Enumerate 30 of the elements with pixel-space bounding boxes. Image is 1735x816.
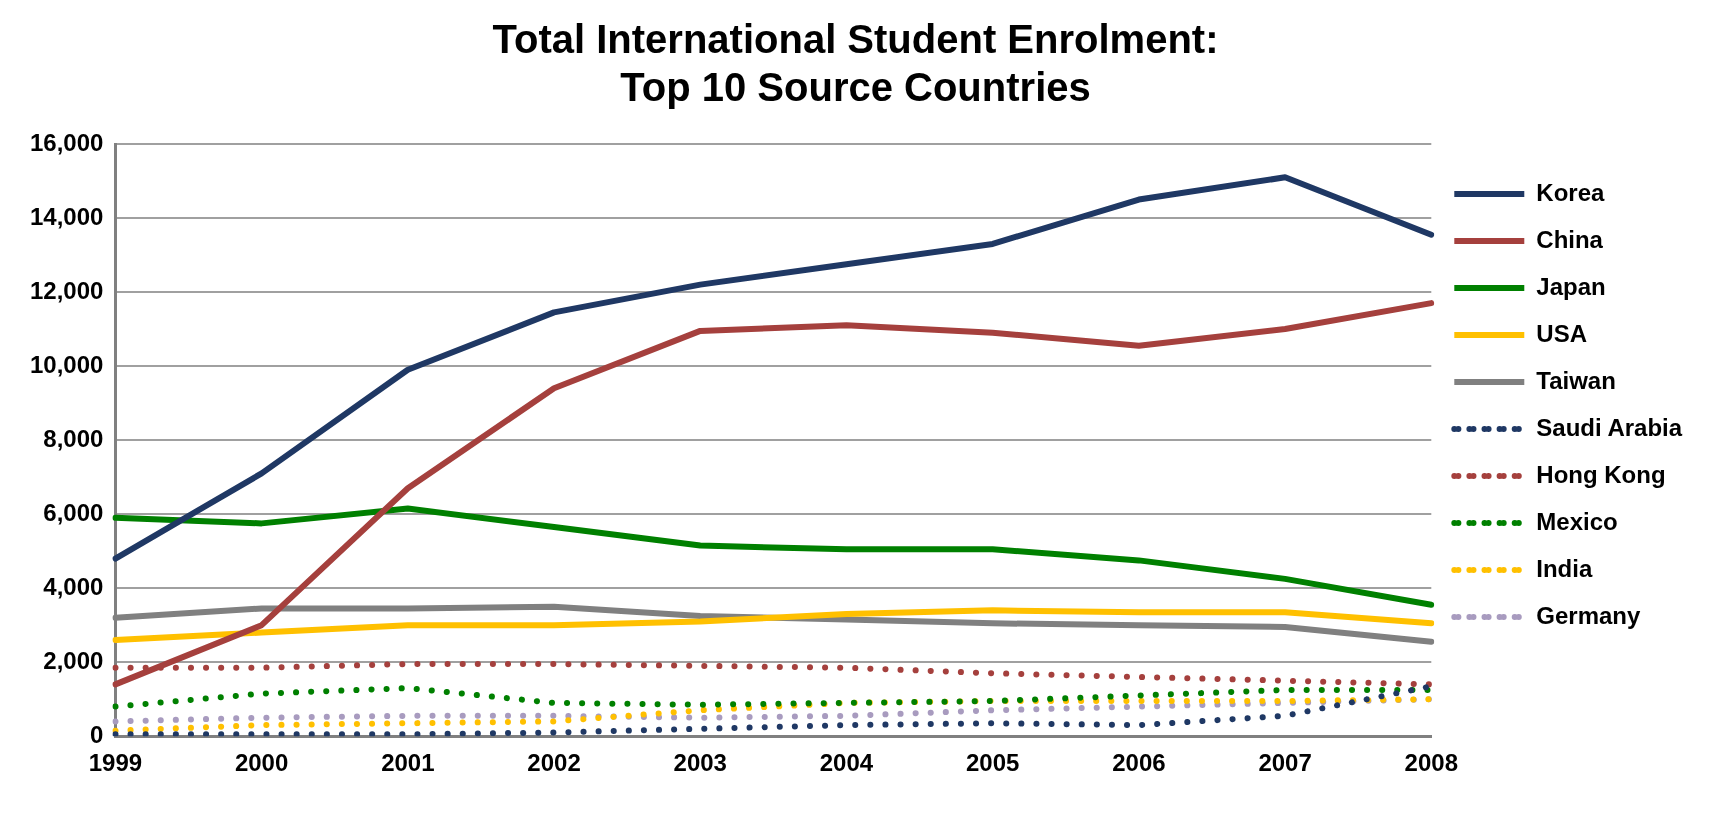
- y-tick-label: 4,000: [43, 572, 104, 600]
- chart-title: Total International Student Enrolment: Top 10 Source Countries: [492, 17, 1219, 110]
- y-tick-label: 6,000: [43, 498, 104, 526]
- legend-label: Mexico: [1536, 507, 1618, 535]
- x-tick-label: 2005: [965, 749, 1020, 777]
- legend-label: Taiwan: [1536, 366, 1616, 394]
- legend-label: Germany: [1536, 601, 1641, 629]
- y-tick-label: 8,000: [43, 424, 104, 452]
- legend-label: India: [1536, 554, 1593, 582]
- x-tick-label: 2000: [234, 749, 289, 777]
- y-tick-label: 14,000: [30, 202, 104, 230]
- legend-label: Saudi Arabia: [1536, 413, 1683, 441]
- legend-label: Korea: [1536, 178, 1605, 206]
- x-tick-label: 1999: [88, 749, 143, 777]
- x-tick-label: 2001: [381, 749, 435, 777]
- x-tick-label: 2002: [527, 749, 581, 777]
- x-tick-label: 2007: [1258, 749, 1312, 777]
- y-tick-label: 16,000: [30, 128, 104, 156]
- y-tick-label: 10,000: [30, 350, 104, 378]
- y-tick-label: 12,000: [30, 276, 104, 304]
- x-tick-label: 2008: [1404, 749, 1458, 777]
- x-tick-label: 2003: [673, 749, 727, 777]
- legend-label: Hong Kong: [1536, 460, 1666, 488]
- x-tick-label: 2004: [819, 749, 874, 777]
- y-tick-label: 0: [90, 720, 104, 748]
- legend-label: USA: [1536, 319, 1587, 347]
- x-tick-label: 2006: [1112, 749, 1166, 777]
- legend-label: Japan: [1536, 272, 1606, 300]
- legend-label: China: [1536, 225, 1604, 253]
- y-tick-label: 2,000: [43, 646, 104, 674]
